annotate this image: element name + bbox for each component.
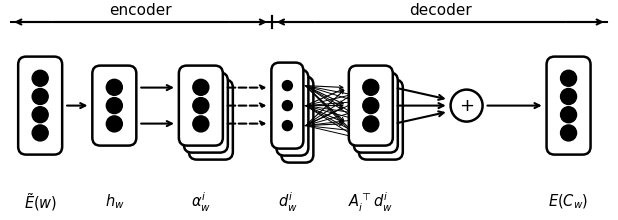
Circle shape bbox=[32, 125, 48, 141]
FancyBboxPatch shape bbox=[179, 66, 223, 146]
Circle shape bbox=[282, 101, 292, 111]
Circle shape bbox=[32, 88, 48, 104]
Circle shape bbox=[561, 125, 577, 141]
Circle shape bbox=[451, 90, 483, 122]
Circle shape bbox=[282, 121, 292, 131]
Text: $\tilde{E}(w)$: $\tilde{E}(w)$ bbox=[23, 191, 57, 213]
FancyBboxPatch shape bbox=[353, 73, 398, 153]
FancyBboxPatch shape bbox=[18, 57, 62, 155]
Circle shape bbox=[106, 79, 122, 95]
Circle shape bbox=[363, 116, 379, 132]
Text: $\boldsymbol{h_w}$: $\boldsymbol{h_w}$ bbox=[104, 193, 124, 211]
Text: $E(C_w)$: $E(C_w)$ bbox=[548, 193, 589, 211]
Circle shape bbox=[193, 98, 209, 114]
Circle shape bbox=[282, 81, 292, 91]
Circle shape bbox=[561, 107, 577, 123]
Circle shape bbox=[561, 88, 577, 104]
FancyBboxPatch shape bbox=[271, 63, 303, 148]
Circle shape bbox=[193, 79, 209, 95]
Circle shape bbox=[32, 70, 48, 86]
Text: $\boldsymbol{A_i^\top d_w^i}$: $\boldsymbol{A_i^\top d_w^i}$ bbox=[349, 190, 393, 214]
FancyBboxPatch shape bbox=[276, 70, 308, 156]
Circle shape bbox=[32, 107, 48, 123]
Text: decoder: decoder bbox=[409, 2, 472, 18]
Circle shape bbox=[363, 98, 379, 114]
FancyBboxPatch shape bbox=[281, 77, 313, 163]
FancyBboxPatch shape bbox=[546, 57, 591, 155]
Circle shape bbox=[363, 79, 379, 95]
Circle shape bbox=[106, 116, 122, 132]
Text: $\boldsymbol{\alpha_w^i}$: $\boldsymbol{\alpha_w^i}$ bbox=[191, 190, 211, 214]
FancyBboxPatch shape bbox=[92, 66, 137, 146]
Circle shape bbox=[561, 70, 577, 86]
FancyBboxPatch shape bbox=[189, 80, 233, 160]
Text: +: + bbox=[459, 97, 474, 115]
Circle shape bbox=[193, 116, 209, 132]
FancyBboxPatch shape bbox=[184, 73, 228, 153]
Text: $\boldsymbol{d_w^i}$: $\boldsymbol{d_w^i}$ bbox=[277, 190, 297, 214]
Text: encoder: encoder bbox=[109, 2, 172, 18]
Circle shape bbox=[106, 98, 122, 114]
FancyBboxPatch shape bbox=[349, 66, 393, 146]
FancyBboxPatch shape bbox=[359, 80, 403, 160]
